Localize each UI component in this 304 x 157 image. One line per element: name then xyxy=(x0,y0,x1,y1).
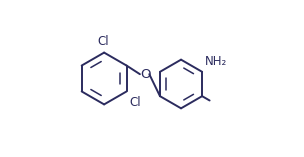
Text: NH₂: NH₂ xyxy=(205,55,227,68)
Text: Cl: Cl xyxy=(98,35,109,48)
Text: O: O xyxy=(141,68,151,81)
Text: Cl: Cl xyxy=(130,96,141,109)
